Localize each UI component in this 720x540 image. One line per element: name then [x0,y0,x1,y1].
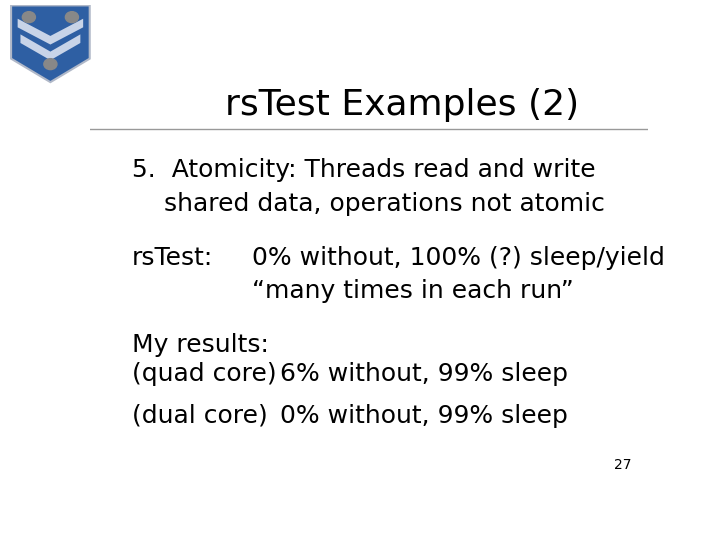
Text: 6% without, 99% sleep: 6% without, 99% sleep [280,362,568,386]
Polygon shape [20,35,81,60]
Text: 0% without, 100% (?) sleep/yield
“many times in each run”: 0% without, 100% (?) sleep/yield “many t… [252,246,665,303]
Text: 0% without, 99% sleep: 0% without, 99% sleep [280,404,567,428]
Polygon shape [17,19,84,44]
Text: rsTest:: rsTest: [132,246,213,269]
Text: (dual core): (dual core) [132,404,268,428]
Text: My results:: My results: [132,333,269,357]
Text: 5.  Atomicity: Threads read and write
    shared data, operations not atomic: 5. Atomicity: Threads read and write sha… [132,158,605,216]
Circle shape [22,12,35,23]
Circle shape [44,59,57,70]
Text: 27: 27 [613,458,631,472]
Polygon shape [11,5,90,82]
Circle shape [66,12,78,23]
Text: (quad core): (quad core) [132,362,276,386]
Text: rsTest Examples (2): rsTest Examples (2) [225,87,580,122]
